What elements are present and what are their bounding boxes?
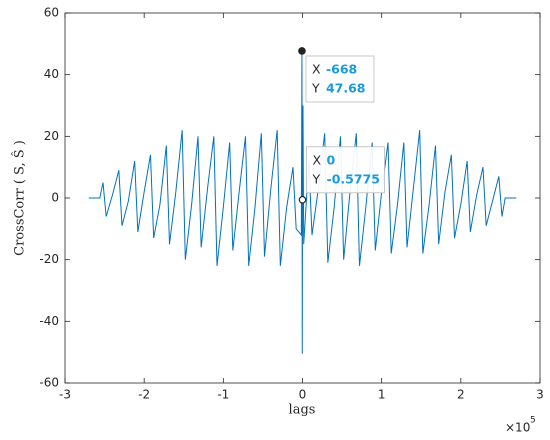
- x-multiplier: ×10: [505, 421, 530, 435]
- x-tick-label: 1: [378, 388, 386, 402]
- x-tick-label: 0: [299, 388, 307, 402]
- y-tick-label: 60: [44, 6, 59, 20]
- y-tick-label: -20: [39, 252, 59, 266]
- x-tick-label: -3: [59, 388, 71, 402]
- x-tick-label: -1: [217, 388, 229, 402]
- data-line: [88, 50, 517, 354]
- y-tick-label: 0: [51, 191, 59, 205]
- datatip-y-label: Y: [311, 80, 320, 95]
- datatip-x-value: 0: [327, 152, 336, 167]
- datatip-y-label: Y: [312, 171, 321, 186]
- datatip-y-value: -0.5775: [327, 171, 380, 186]
- datatip-marker: [298, 47, 306, 55]
- x-tick-label: -2: [138, 388, 150, 402]
- datatip-x-value: -668: [326, 61, 357, 76]
- x-multiplier-exponent: 5: [530, 416, 536, 426]
- x-tick-label: 2: [457, 388, 465, 402]
- x-axis-label: lags: [289, 403, 316, 418]
- datatip: X -668 Y 47.68: [298, 47, 375, 103]
- datatip-x-label: X: [313, 152, 322, 167]
- y-tick-label: -60: [39, 376, 59, 390]
- datatip-x-label: X: [312, 61, 321, 76]
- x-tick-label: 3: [536, 388, 544, 402]
- y-tick-label: 40: [44, 67, 59, 81]
- datatip-box: [306, 146, 385, 194]
- y-tick-label: -40: [39, 314, 59, 328]
- y-axis-label: CrossCorr ( S, Ŝ ): [11, 140, 28, 256]
- datatip-y-value: 47.68: [326, 80, 366, 95]
- y-tick-label: 20: [44, 129, 59, 143]
- datatip: X 0Y -0.5775: [298, 146, 385, 204]
- datatip-box: [305, 55, 375, 103]
- datatip-marker: [298, 195, 307, 204]
